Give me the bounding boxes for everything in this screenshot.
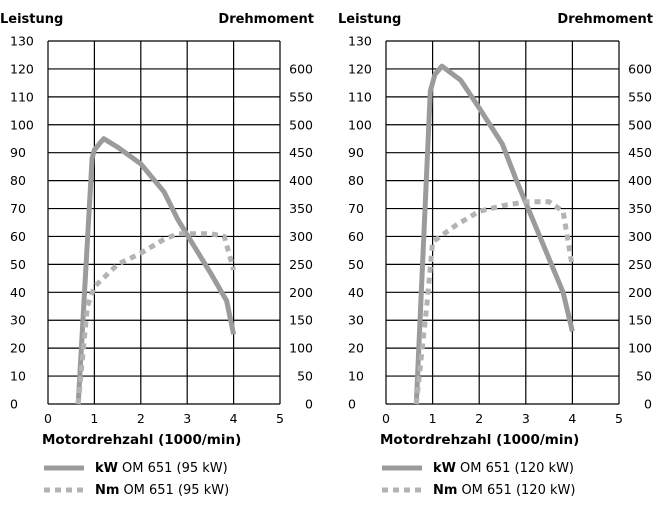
- left-tick-label: 70: [10, 201, 26, 216]
- right-tick-label: 550: [628, 89, 652, 104]
- left-tick-label: 80: [10, 173, 26, 188]
- right-tick-label: 150: [289, 313, 313, 328]
- right-tick-label: 0: [644, 397, 652, 412]
- x-tick-label: 4: [568, 411, 576, 426]
- left-tick-label: 80: [348, 173, 364, 188]
- x-axis-label: Motordrehzahl (1000/min): [380, 432, 579, 448]
- x-axis-label: Motordrehzahl (1000/min): [42, 432, 241, 448]
- right-tick-label: 500: [289, 117, 313, 132]
- power-series-line: [75, 136, 237, 405]
- right-tick-label: 150: [628, 313, 652, 328]
- torque-series-line: [75, 231, 237, 405]
- left-axis-title: Leistung: [0, 12, 63, 27]
- legend: kW OM 651 (95 kW)Nm OM 651 (95 kW): [44, 461, 229, 498]
- right-tick-label: 250: [289, 257, 313, 272]
- left-tick-label: 130: [10, 34, 34, 49]
- right-tick-label: 350: [628, 201, 652, 216]
- x-tick-label: 3: [183, 411, 191, 426]
- right-tick-label: 50: [636, 369, 652, 384]
- x-tick-label: 1: [90, 411, 98, 426]
- x-tick-label: 1: [429, 411, 437, 426]
- right-tick-label: 250: [628, 257, 652, 272]
- right-tick-label: 200: [289, 285, 313, 300]
- left-tick-label: 0: [348, 397, 356, 412]
- legend-entry: Nm OM 651 (120 kW): [433, 483, 575, 498]
- left-tick-label: 70: [348, 201, 364, 216]
- left-tick-label: 20: [348, 341, 364, 356]
- legend-unit: Nm: [95, 483, 119, 498]
- legend-unit: kW: [433, 461, 456, 476]
- left-tick-label: 100: [10, 117, 34, 132]
- left-tick-label: 130: [348, 34, 372, 49]
- legend-entry: kW OM 651 (95 kW): [95, 461, 228, 476]
- left-tick-label: 50: [348, 257, 364, 272]
- x-tick-label: 5: [276, 411, 284, 426]
- torque-series-line: [413, 199, 575, 405]
- left-tick-label: 60: [348, 229, 364, 244]
- left-tick-label: 120: [10, 61, 34, 76]
- left-tick-label: 110: [348, 89, 372, 104]
- right-tick-label: 350: [289, 201, 313, 216]
- right-tick-label: 100: [289, 341, 313, 356]
- left-tick-label: 0: [10, 397, 18, 412]
- x-tick-label: 2: [475, 411, 483, 426]
- left-tick-label: 60: [10, 229, 26, 244]
- right-axis-title: Drehmoment: [557, 12, 653, 27]
- left-tick-label: 10: [348, 369, 364, 384]
- legend-label: OM 651 (95 kW): [122, 461, 228, 476]
- chart-panel-1: Leistung Drehmoment0102030405060708090100…: [0, 12, 314, 498]
- x-tick-label: 3: [522, 411, 530, 426]
- right-tick-label: 450: [289, 145, 313, 160]
- legend-entry: kW OM 651 (120 kW): [433, 461, 574, 476]
- legend-entry: Nm OM 651 (95 kW): [95, 483, 229, 498]
- left-tick-label: 30: [10, 313, 26, 328]
- left-tick-label: 40: [348, 285, 364, 300]
- chart-panel-2: Leistung Drehmoment0102030405060708090100…: [338, 12, 653, 498]
- left-tick-label: 100: [348, 117, 372, 132]
- left-tick-label: 10: [10, 369, 26, 384]
- right-tick-label: 50: [297, 369, 313, 384]
- x-tick-label: 2: [137, 411, 145, 426]
- x-tick-label: 5: [615, 411, 623, 426]
- right-tick-label: 550: [289, 89, 313, 104]
- gridlines: [385, 40, 620, 405]
- right-axis-title: Drehmoment: [218, 12, 314, 27]
- left-axis-title: Leistung: [338, 12, 401, 27]
- left-tick-label: 90: [10, 145, 26, 160]
- right-tick-label: 400: [289, 173, 313, 188]
- right-tick-label: 600: [628, 61, 652, 76]
- left-tick-label: 40: [10, 285, 26, 300]
- right-tick-label: 200: [628, 285, 652, 300]
- right-tick-label: 400: [628, 173, 652, 188]
- legend-label: OM 651 (95 kW): [123, 483, 229, 498]
- right-tick-label: 300: [289, 229, 313, 244]
- legend-label: OM 651 (120 kW): [460, 461, 574, 476]
- left-tick-label: 50: [10, 257, 26, 272]
- right-tick-label: 450: [628, 145, 652, 160]
- legend: kW OM 651 (120 kW)Nm OM 651 (120 kW): [382, 461, 575, 498]
- legend-label: OM 651 (120 kW): [461, 483, 575, 498]
- left-tick-label: 110: [10, 89, 34, 104]
- left-tick-label: 30: [348, 313, 364, 328]
- x-tick-label: 0: [44, 411, 52, 426]
- x-tick-label: 0: [382, 411, 390, 426]
- legend-unit: Nm: [433, 483, 457, 498]
- legend-unit: kW: [95, 461, 118, 476]
- left-tick-label: 20: [10, 341, 26, 356]
- left-tick-label: 120: [348, 61, 372, 76]
- right-tick-label: 100: [628, 341, 652, 356]
- right-tick-label: 300: [628, 229, 652, 244]
- right-tick-label: 500: [628, 117, 652, 132]
- right-tick-label: 600: [289, 61, 313, 76]
- power-series-line: [413, 63, 575, 405]
- right-tick-label: 0: [305, 397, 313, 412]
- x-tick-label: 4: [230, 411, 238, 426]
- left-tick-label: 90: [348, 145, 364, 160]
